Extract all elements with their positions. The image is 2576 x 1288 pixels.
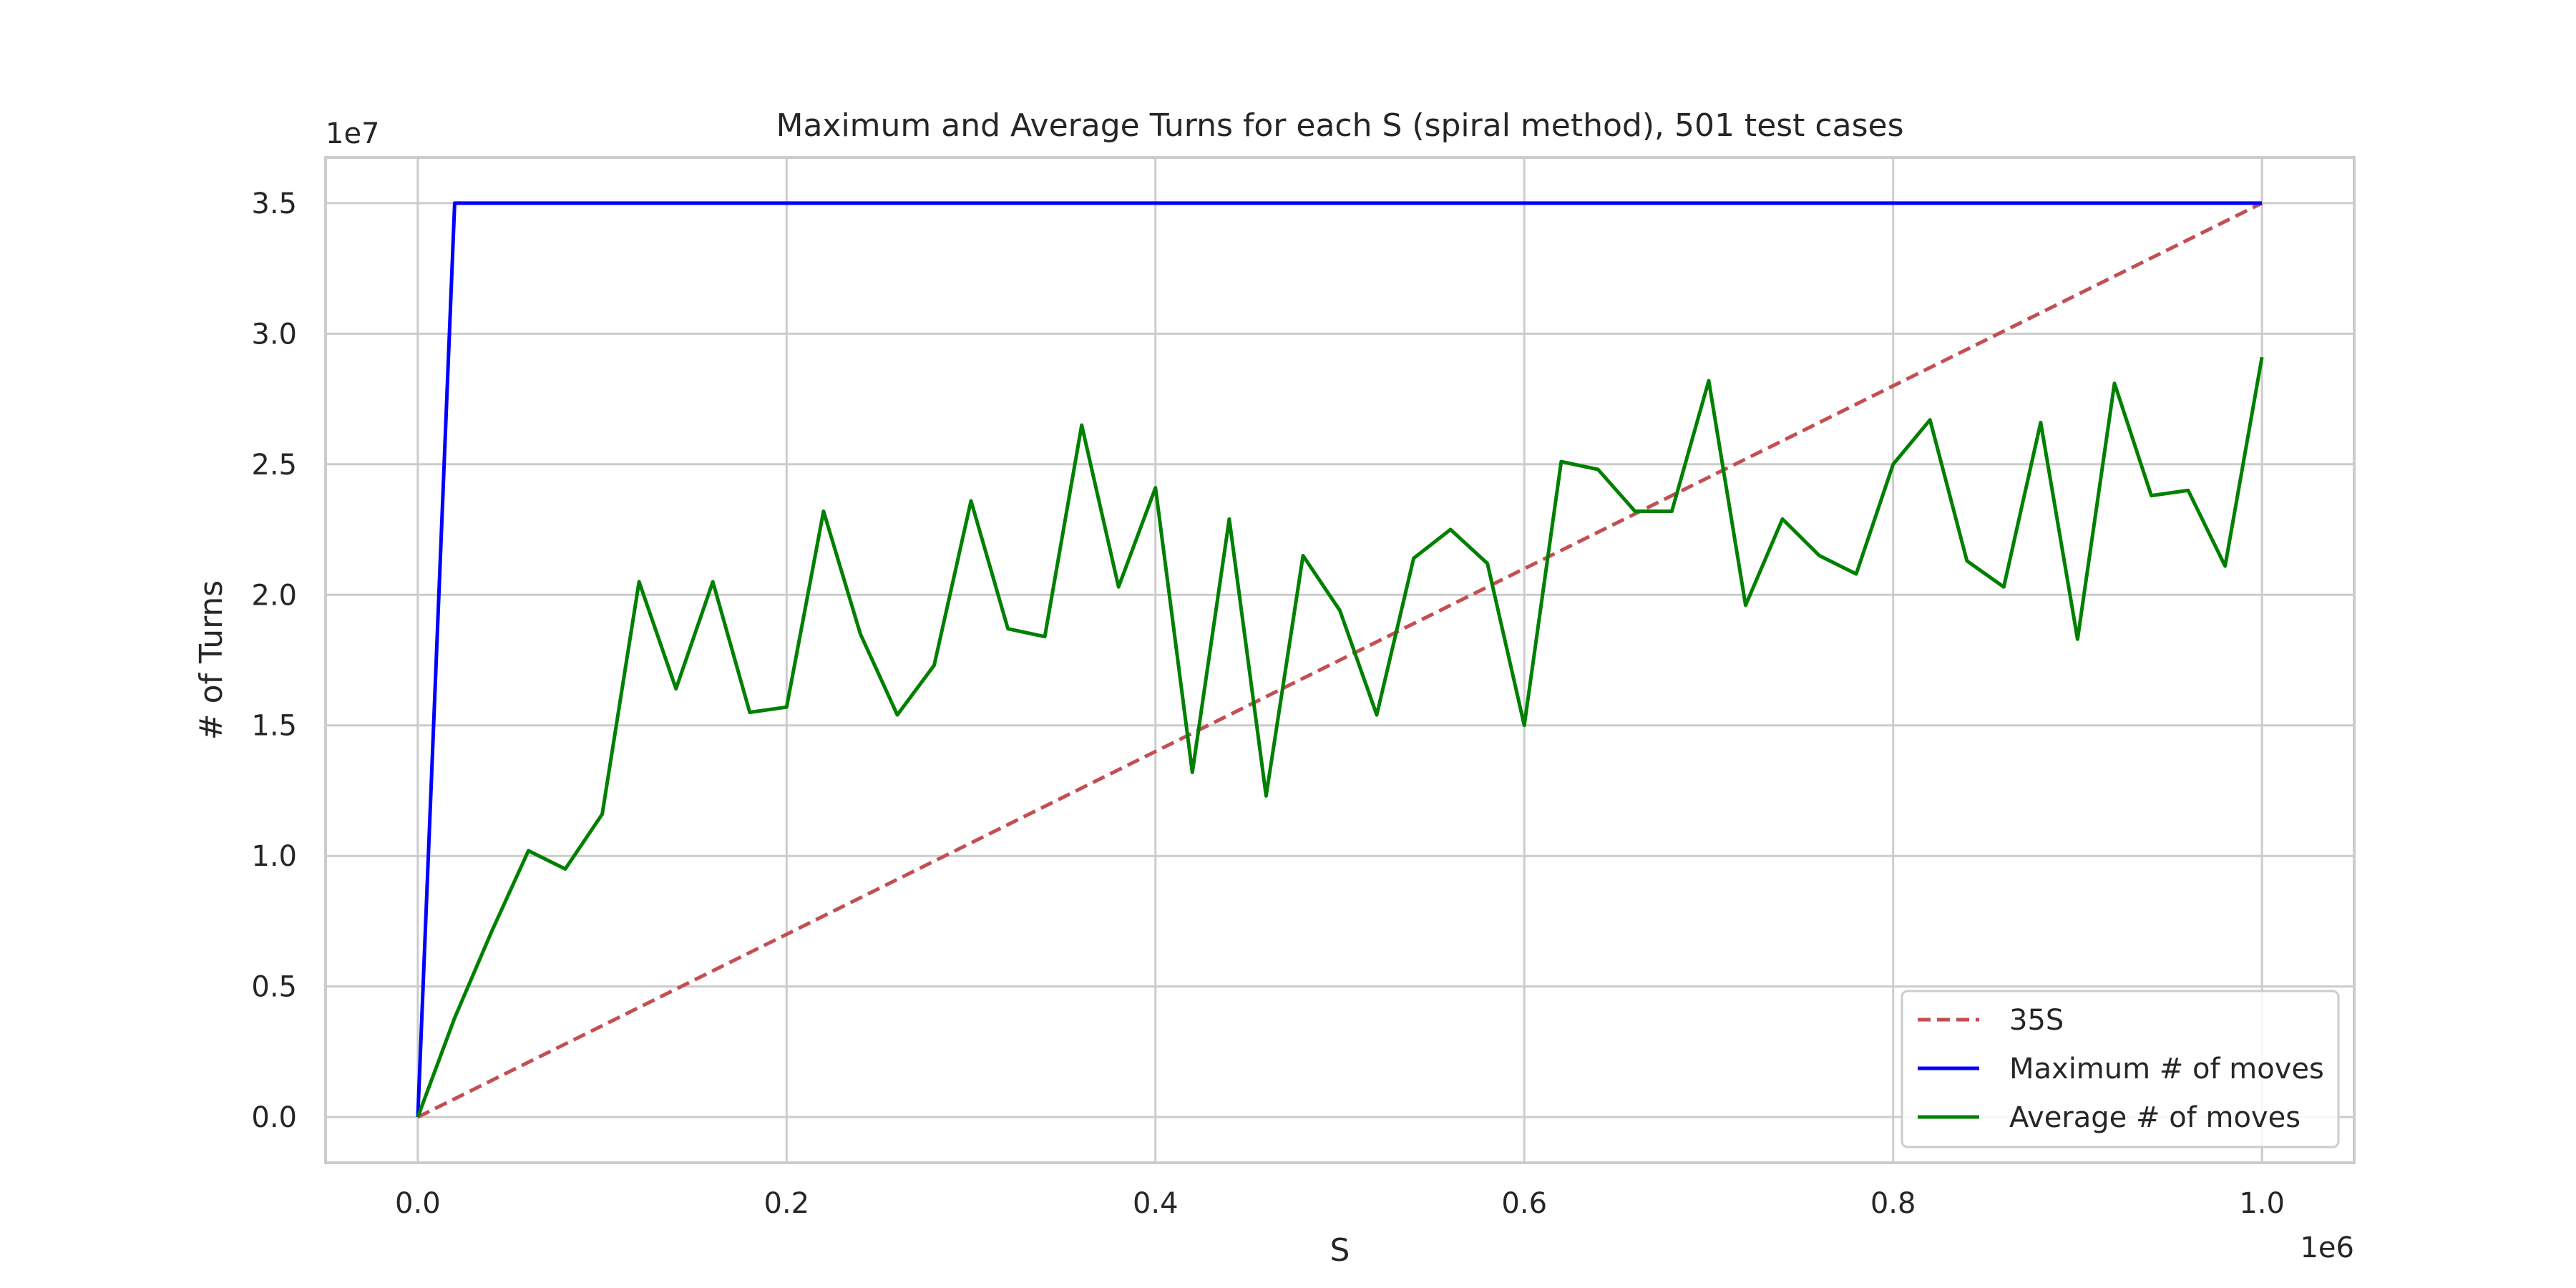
- y-tick-label: 2.5: [251, 449, 297, 482]
- y-tick-label: 3.5: [251, 187, 297, 220]
- legend-label-1: Maximum # of moves: [2009, 1053, 2324, 1085]
- x-axis-offset-label: 1e6: [2300, 1231, 2354, 1264]
- series-line-2: [416, 356, 2264, 1118]
- legend: 35S Maximum # of moves Average # of moves: [1901, 990, 2340, 1148]
- x-tick-label: 0.6: [1501, 1187, 1547, 1220]
- legend-label-0: 35S: [2009, 1004, 2064, 1037]
- x-tick-label: 1.0: [2239, 1187, 2285, 1220]
- series-layer: [416, 201, 2264, 1119]
- x-axis-label: S: [1330, 1232, 1350, 1269]
- legend-box: [1901, 990, 2340, 1148]
- chart-title: Maximum and Average Turns for each S (sp…: [776, 107, 1903, 144]
- legend-items: 35S Maximum # of moves Average # of moves: [1918, 1004, 2324, 1134]
- series-line-0: [416, 201, 2263, 1119]
- y-tick-label: 1.5: [251, 710, 297, 743]
- y-tick-label: 3.0: [251, 318, 297, 351]
- x-tick-label: 0.0: [395, 1187, 441, 1220]
- tick-label-layer: 0.0 0.2 0.4 0.6 0.8 1.0 0.0 0.5 1.0 1.5 2.0 2.5 3.0 3…: [251, 187, 2285, 1220]
- y-axis-label: # of Turns: [193, 580, 230, 740]
- y-tick-label: 2.0: [251, 579, 297, 612]
- y-tick-label: 0.0: [251, 1101, 297, 1134]
- series-line-1: [416, 201, 2263, 1118]
- x-tick-label: 0.2: [764, 1187, 810, 1220]
- y-axis-offset-label: 1e7: [326, 117, 380, 150]
- plot-area-frame: [324, 156, 2356, 1164]
- y-tick-label: 0.5: [251, 971, 297, 1004]
- x-tick-label: 0.4: [1133, 1187, 1179, 1220]
- x-tick-label: 0.8: [1870, 1187, 1916, 1220]
- y-tick-label: 1.0: [251, 840, 297, 873]
- legend-label-2: Average # of moves: [2009, 1101, 2301, 1134]
